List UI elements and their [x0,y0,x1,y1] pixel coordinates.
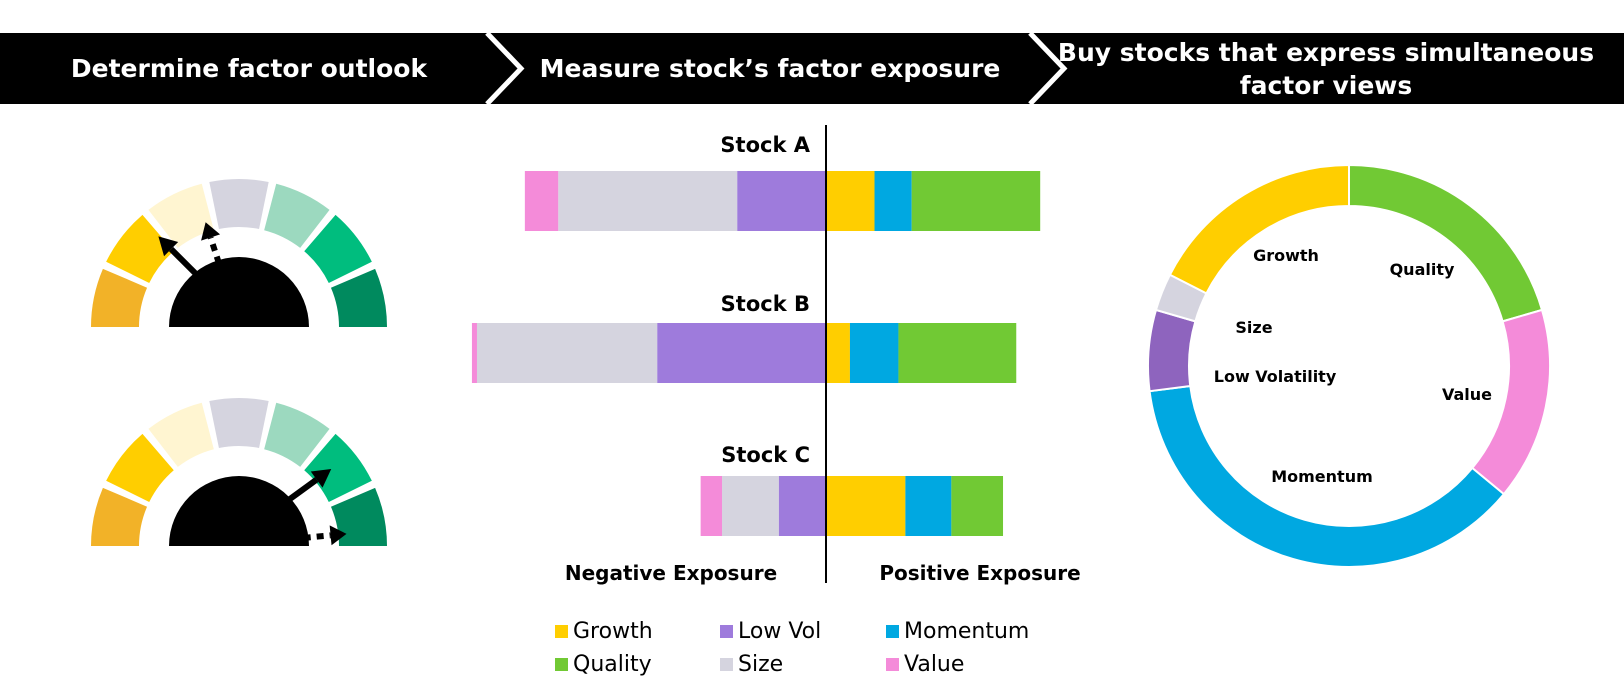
positive-exposure-label: Positive Exposure [879,561,1080,585]
step-divider-chevron-1 [485,31,525,106]
step-3-label-line-1: Buy stocks that express simultaneous [1058,38,1594,67]
negative-exposure-label: Negative Exposure [565,561,777,585]
legend-label-quality: Quality [573,652,652,677]
bar-stock-c-value [700,476,723,536]
gauge-1-segment-5 [264,183,330,248]
gauge-1-segment-7 [330,268,387,327]
portfolio-factor-donut: Quality Value Momentum Low Volatility Size Gr… [1147,163,1551,568]
factor-outlook-gauge-2 [91,397,387,546]
step-2-label: Measure stock’s factor exposure [540,54,1001,83]
gauge-2-segment-1 [91,487,148,546]
bar-label-stock-b: Stock B [721,292,810,316]
bar-stock-c-momentum [905,476,952,536]
process-header: Determine factor outlook Measure stock’s… [0,31,1624,106]
donut-label-momentum: Momentum [1271,467,1373,486]
legend-label-low-vol: Low Vol [738,619,821,644]
bar-stock-b-low-vol [657,323,826,383]
bar-stock-a-momentum [874,171,912,231]
bar-stock-a-low-vol [737,171,826,231]
step-3-label-line-2: factor views [1240,71,1413,100]
gauge-1-dashed-pointer [207,236,226,277]
factor-legend: Growth Low Vol Momentum Quality Size Value [555,619,1029,677]
gauge-1-segment-4 [209,179,269,230]
bar-stock-b-momentum [849,323,899,383]
gauge-2-segment-3 [148,402,214,467]
gauge-2-dashed-pointer [290,532,331,543]
gauge-1-segment-2 [106,214,174,283]
legend-label-growth: Growth [573,619,653,644]
gauge-2-hub [169,476,309,546]
bar-stock-b-quality [898,323,1017,383]
bar-stock-a-quality [911,171,1041,231]
gauge-1-segment-1 [91,268,148,327]
gauge-2-solid-pointer [287,477,319,502]
factor-outlook-gauge-1 [91,179,387,327]
gauge-1-solid-pointer-head [158,236,179,257]
bar-stock-a-size [558,171,738,231]
bar-stock-c-size [722,476,779,536]
legend-swatch-value [886,658,899,671]
legend-label-size: Size [738,652,783,677]
bar-label-stock-c: Stock C [721,443,810,467]
gauge-1-solid-pointer [168,246,198,276]
legend-label-momentum: Momentum [904,619,1029,644]
gauge-1-dashed-pointer-head [201,222,221,241]
donut-label-quality: Quality [1390,260,1455,279]
donut-label-low-volatility: Low Volatility [1214,367,1337,386]
bar-stock-c-growth [826,476,906,536]
bar-stock-b-size [476,323,658,383]
legend-swatch-momentum [886,625,899,638]
legend-swatch-size [720,658,733,671]
gauge-2-segment-7 [330,487,387,546]
gauge-1-hub [169,257,309,327]
gauge-1-segment-6 [304,214,372,283]
legend-swatch-growth [555,625,568,638]
legend-label-value: Value [904,652,964,677]
gauge-2-segment-4 [209,397,269,449]
donut-slice-low-volatility [1147,308,1197,393]
bar-stock-c-low-vol [778,476,826,536]
step-1-label: Determine factor outlook [71,54,429,83]
bar-stock-b-value [471,323,477,383]
donut-slice-growth [1168,163,1350,295]
bar-stock-a-value [524,171,559,231]
donut-slice-quality [1348,163,1544,323]
gauge-2-segment-5 [264,402,330,467]
legend-swatch-quality [555,658,568,671]
donut-label-value: Value [1442,385,1492,404]
bar-stock-b-growth [826,323,850,383]
step-divider-chevron-2 [1028,31,1068,106]
bar-stock-c-quality [951,476,1004,536]
donut-label-size: Size [1235,318,1272,337]
gauge-2-solid-pointer-head [310,468,332,488]
gauge-1-segment-3 [148,183,214,248]
gauge-2-segment-2 [106,433,174,502]
bar-label-stock-a: Stock A [720,133,810,157]
header-background [0,33,1624,104]
legend-swatch-low-vol [720,625,733,638]
donut-label-growth: Growth [1253,246,1319,265]
bar-stock-a-growth [826,171,875,231]
gauge-2-dashed-pointer-head [329,525,347,546]
